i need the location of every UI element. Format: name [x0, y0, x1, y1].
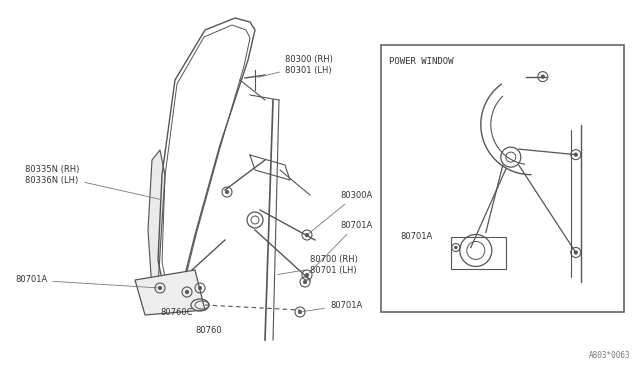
Bar	[381, 45, 624, 312]
Circle shape	[541, 75, 545, 78]
Circle shape	[185, 290, 189, 294]
Text: 80730 (RH)
80731 (LH): 80730 (RH) 80731 (LH)	[493, 248, 604, 267]
Text: 80701A: 80701A	[309, 221, 372, 273]
Text: A803*0063: A803*0063	[588, 351, 630, 360]
Polygon shape	[135, 270, 205, 315]
Text: 80710 (RH)
80711 (LH): 80710 (RH) 80711 (LH)	[426, 137, 513, 156]
Text: 80760: 80760	[195, 326, 221, 335]
Circle shape	[158, 286, 162, 290]
Text: 80700 (RH)
80701 (LH): 80700 (RH) 80701 (LH)	[278, 255, 358, 275]
Text: 80701A: 80701A	[15, 276, 157, 288]
Circle shape	[574, 251, 577, 254]
Circle shape	[198, 286, 202, 290]
Circle shape	[574, 153, 577, 156]
Circle shape	[305, 233, 308, 237]
Circle shape	[305, 273, 308, 277]
Text: 80760C: 80760C	[160, 308, 193, 317]
Circle shape	[298, 310, 301, 314]
Circle shape	[454, 246, 457, 249]
Polygon shape	[148, 150, 165, 290]
Text: 80701A: 80701A	[401, 232, 433, 241]
Text: 80300A: 80300A	[309, 190, 372, 233]
Text: 80300 (RH)
80301 (LH): 80300 (RH) 80301 (LH)	[258, 55, 333, 77]
Circle shape	[225, 190, 228, 194]
Circle shape	[303, 280, 307, 284]
Text: 80701A: 80701A	[303, 301, 362, 312]
Text: 80335N (RH)
80336N (LH): 80335N (RH) 80336N (LH)	[25, 165, 160, 199]
Text: POWER WINDOW: POWER WINDOW	[388, 57, 453, 65]
